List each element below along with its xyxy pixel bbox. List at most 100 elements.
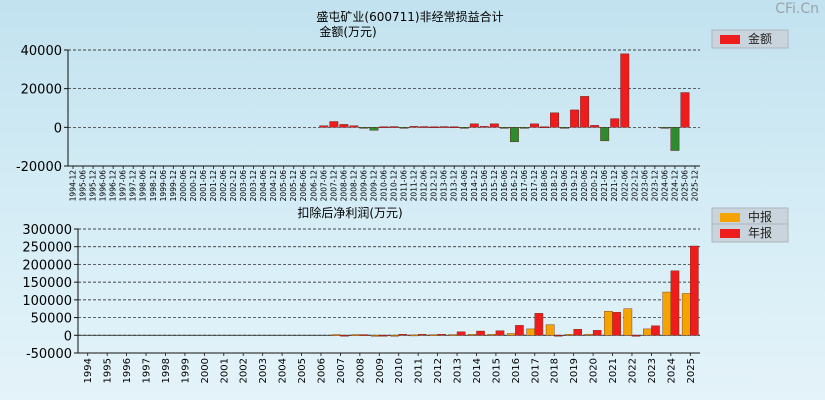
bar-2015-12 (489, 123, 499, 128)
x-tick-label: 2021-06 (600, 170, 609, 202)
x-tick-label: 2022-06 (620, 170, 629, 202)
chart-title: 盛屯矿业(600711)非经常损益合计 (316, 9, 503, 24)
bar-中报-2023 (643, 328, 652, 336)
x-tick-label: 2016-06 (500, 170, 509, 202)
x-tick-label: 2006-06 (299, 170, 308, 202)
bar-中报-2019 (565, 334, 574, 336)
x-tick-label: 1996-06 (99, 170, 108, 202)
x-tick-label: 2008-06 (339, 170, 348, 202)
x-tick-label: 2023 (647, 358, 658, 383)
bar-2013-12 (449, 126, 459, 128)
x-tick-label: 1996-12 (109, 170, 118, 202)
x-tick-label: 2013-12 (450, 170, 459, 202)
x-tick-label: 2023-12 (650, 170, 659, 202)
bar-年报-2012 (437, 334, 446, 336)
x-tick-label: 1999-06 (159, 170, 168, 202)
x-tick-label: 2021 (608, 358, 619, 383)
bar-中报-2017 (526, 328, 535, 336)
y-tick-label: 300000 (22, 223, 72, 238)
bar-2016-12 (509, 127, 519, 143)
x-tick-label: 1995 (103, 358, 114, 383)
x-tick-label: 2004-12 (269, 170, 278, 202)
bar-中报-2024 (662, 291, 672, 336)
bar-年报-2011 (417, 334, 427, 336)
x-tick-label: 1998-12 (149, 170, 158, 202)
bar-2009-12 (369, 127, 379, 131)
legend-label-1: 金额 (748, 31, 772, 46)
x-tick-label: 1994 (83, 358, 94, 383)
x-tick-label: 2011-12 (410, 170, 419, 202)
bar-中报-2021 (604, 310, 613, 336)
bar-中报-2007 (332, 334, 341, 336)
bar-年报-2019 (573, 329, 583, 336)
bar-2007-06 (319, 125, 329, 128)
x-tick-label: 2023-06 (640, 170, 649, 202)
bar-2007-12 (329, 121, 339, 128)
bar-中报-2008 (351, 334, 361, 336)
x-tick-label: 2015-12 (490, 170, 499, 202)
bar-中报-2016 (506, 333, 516, 336)
legend-label-2: 年报 (748, 225, 772, 240)
bar-2010-06 (379, 126, 389, 128)
legend-label-1: 中报 (748, 209, 772, 224)
x-tick-label: 2008 (355, 358, 366, 383)
x-tick-label: 2000 (200, 358, 211, 383)
x-tick-label: 1996 (122, 358, 133, 383)
legend-swatch-1 (720, 213, 740, 222)
x-tick-label: 2014-12 (470, 170, 479, 202)
x-tick-label: 2022 (627, 358, 638, 383)
x-tick-label: 2003 (258, 358, 269, 383)
x-tick-label: 2002-12 (229, 170, 238, 202)
x-tick-label: 2010-06 (380, 170, 389, 202)
y-tick-label: -50000 (26, 347, 72, 362)
bar-年报-2010 (398, 334, 408, 336)
x-tick-label: 2009-06 (359, 170, 368, 202)
x-tick-label: 1997-12 (129, 170, 138, 202)
x-tick-label: 2021-12 (610, 170, 619, 202)
bar-2017-06 (520, 127, 529, 129)
bar-2025-06 (680, 92, 690, 128)
bar-中报-2013 (448, 334, 458, 336)
bar-年报-2007 (340, 335, 349, 337)
x-tick-label: 2018-06 (540, 170, 549, 202)
bar-2008-06 (339, 124, 349, 128)
x-tick-label: 2019 (569, 358, 580, 383)
bar-年报-2022 (631, 335, 641, 337)
x-tick-label: 2015-06 (480, 170, 489, 202)
bar-年报-2017 (534, 313, 544, 336)
y-tick-label: 40000 (21, 44, 62, 59)
watermark: CFi.Cn (775, 1, 819, 17)
bar-中报-2014 (468, 334, 477, 336)
x-tick-label: 2010 (394, 358, 405, 383)
x-tick-label: 2006 (316, 358, 327, 383)
x-tick-label: 2009 (375, 358, 386, 383)
x-tick-label: 2024-06 (660, 170, 669, 202)
x-tick-label: 1999-12 (169, 170, 178, 202)
y-tick-label: 0 (64, 329, 72, 344)
x-tick-label: 2007 (336, 358, 347, 383)
bar-年报-2024 (670, 270, 680, 336)
x-tick-label: 1999 (180, 358, 191, 383)
x-tick-label: 2004 (278, 358, 289, 383)
y-tick-label: 150000 (22, 276, 72, 291)
y-tick-label: -20000 (16, 160, 62, 175)
bar-年报-2023 (651, 325, 660, 336)
bar-2019-12 (570, 109, 580, 128)
y-tick-label: 20000 (21, 83, 62, 98)
bar-2015-06 (479, 126, 489, 128)
bar-中报-2012 (429, 334, 438, 336)
x-tick-label: 2014 (472, 358, 483, 383)
y-tick-label: 200000 (22, 258, 72, 273)
bar-中报-2025 (681, 293, 691, 336)
x-tick-label: 2005-12 (289, 170, 298, 202)
bar-2014-12 (469, 123, 479, 128)
bar-年报-2008 (359, 334, 369, 336)
bar-2022-06 (620, 53, 630, 128)
bar-2024-06 (660, 127, 670, 129)
bar-年报-2018 (554, 335, 563, 337)
bar-2008-12 (349, 125, 359, 128)
x-tick-label: 2001-12 (209, 170, 218, 202)
chart-title: 扣除后净利润(万元) (297, 205, 402, 220)
bar-2013-06 (439, 126, 449, 128)
